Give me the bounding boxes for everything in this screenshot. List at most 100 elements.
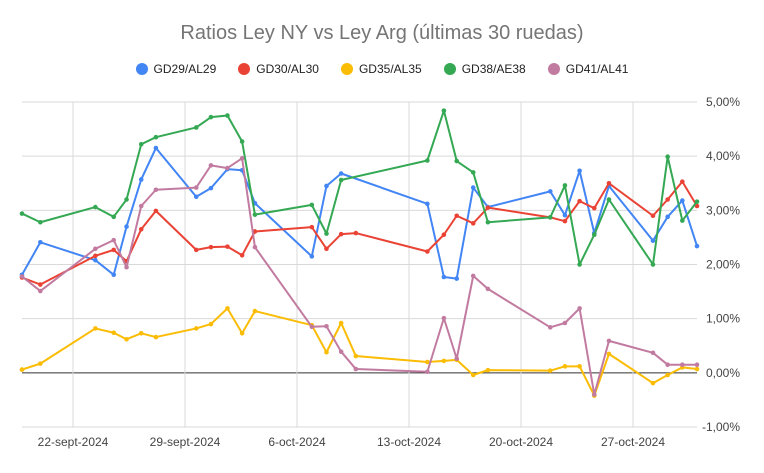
series-line-2 xyxy=(21,307,698,397)
data-point xyxy=(547,325,553,330)
data-point xyxy=(680,198,685,203)
data-point xyxy=(577,262,582,267)
data-point xyxy=(577,168,582,174)
data-point xyxy=(694,203,700,209)
data-point xyxy=(338,349,344,355)
data-point xyxy=(252,212,258,217)
data-point xyxy=(485,205,491,210)
data-point xyxy=(470,221,476,226)
data-point xyxy=(324,231,329,236)
data-point xyxy=(454,356,460,362)
data-point xyxy=(591,232,597,238)
data-point xyxy=(650,213,656,219)
data-point xyxy=(124,197,129,202)
data-point xyxy=(153,187,159,193)
data-point xyxy=(454,158,460,164)
data-point xyxy=(208,185,214,191)
data-point xyxy=(577,198,582,204)
data-point xyxy=(547,215,553,220)
legend-item: GD35/AL35 xyxy=(340,62,422,76)
series-line-1 xyxy=(21,180,698,286)
data-point xyxy=(324,323,329,329)
legend-dot-icon xyxy=(340,63,353,75)
data-point xyxy=(470,273,476,279)
data-point xyxy=(470,170,476,175)
data-point xyxy=(680,218,685,223)
data-point xyxy=(665,214,670,220)
data-point xyxy=(425,158,430,163)
data-point xyxy=(193,326,199,331)
data-point xyxy=(562,183,568,188)
data-point xyxy=(19,274,25,279)
y-tick-label: 3,00% xyxy=(706,203,740,217)
data-point xyxy=(193,247,199,253)
data-point xyxy=(606,338,612,344)
data-point xyxy=(138,177,144,182)
data-point xyxy=(124,224,129,229)
legend-item: GD30/AL30 xyxy=(238,62,319,76)
legend-label: GD35/AL35 xyxy=(358,62,422,76)
data-point xyxy=(138,226,144,232)
data-point xyxy=(124,336,129,342)
legend-item: GD29/AL29 xyxy=(135,62,217,76)
data-point xyxy=(38,239,43,245)
data-point xyxy=(577,364,582,369)
data-point xyxy=(111,272,117,278)
y-tick-label: 5,00% xyxy=(706,95,740,109)
data-point xyxy=(562,364,568,369)
legend-label: GD29/AL29 xyxy=(153,62,217,76)
legend-item: GD38/AE38 xyxy=(443,62,526,76)
data-point xyxy=(353,353,359,359)
data-point xyxy=(93,253,98,259)
data-point xyxy=(111,237,117,243)
data-point xyxy=(441,232,447,238)
data-point xyxy=(547,189,553,194)
data-point xyxy=(93,257,98,263)
data-point xyxy=(650,380,656,386)
data-point xyxy=(239,139,245,144)
legend-label: GD41/AL41 xyxy=(565,62,629,76)
y-tick-label: -1,00% xyxy=(702,420,740,434)
data-point xyxy=(425,249,430,254)
data-point xyxy=(694,366,700,372)
data-point xyxy=(665,372,670,378)
data-point xyxy=(562,320,568,326)
data-point xyxy=(606,197,612,202)
data-point xyxy=(441,315,447,321)
data-point xyxy=(547,368,553,373)
data-point xyxy=(562,218,568,224)
data-point xyxy=(694,362,700,368)
legend-label: GD30/AL30 xyxy=(256,62,319,76)
data-point xyxy=(309,202,315,208)
data-point xyxy=(324,246,329,252)
data-point xyxy=(425,201,430,207)
data-point xyxy=(309,324,315,330)
data-point xyxy=(252,308,258,314)
data-point xyxy=(124,264,129,270)
data-point xyxy=(19,211,25,216)
data-point xyxy=(441,358,447,364)
data-point xyxy=(252,244,258,250)
data-point xyxy=(19,367,25,372)
data-point xyxy=(485,286,491,292)
data-point xyxy=(239,252,245,258)
data-point xyxy=(650,350,656,356)
y-tick-label: 1,00% xyxy=(706,312,740,326)
x-tick-label: 20-oct-2024 xyxy=(489,435,553,449)
data-point xyxy=(353,366,359,372)
data-point xyxy=(38,361,43,366)
data-point xyxy=(591,205,597,211)
data-point xyxy=(680,362,685,368)
data-point xyxy=(38,288,43,294)
data-point xyxy=(153,334,159,340)
data-point xyxy=(650,262,656,267)
x-tick-label: 29-sept-2024 xyxy=(150,435,221,449)
chart-title: Ratios Ley NY vs Ley Arg (últimas 30 rue… xyxy=(180,22,584,44)
data-point xyxy=(193,125,199,130)
data-point xyxy=(665,362,670,368)
data-point xyxy=(441,108,447,113)
data-point xyxy=(441,274,447,280)
series-line-4 xyxy=(21,157,697,396)
x-tick-label: 22-sept-2024 xyxy=(38,435,109,449)
